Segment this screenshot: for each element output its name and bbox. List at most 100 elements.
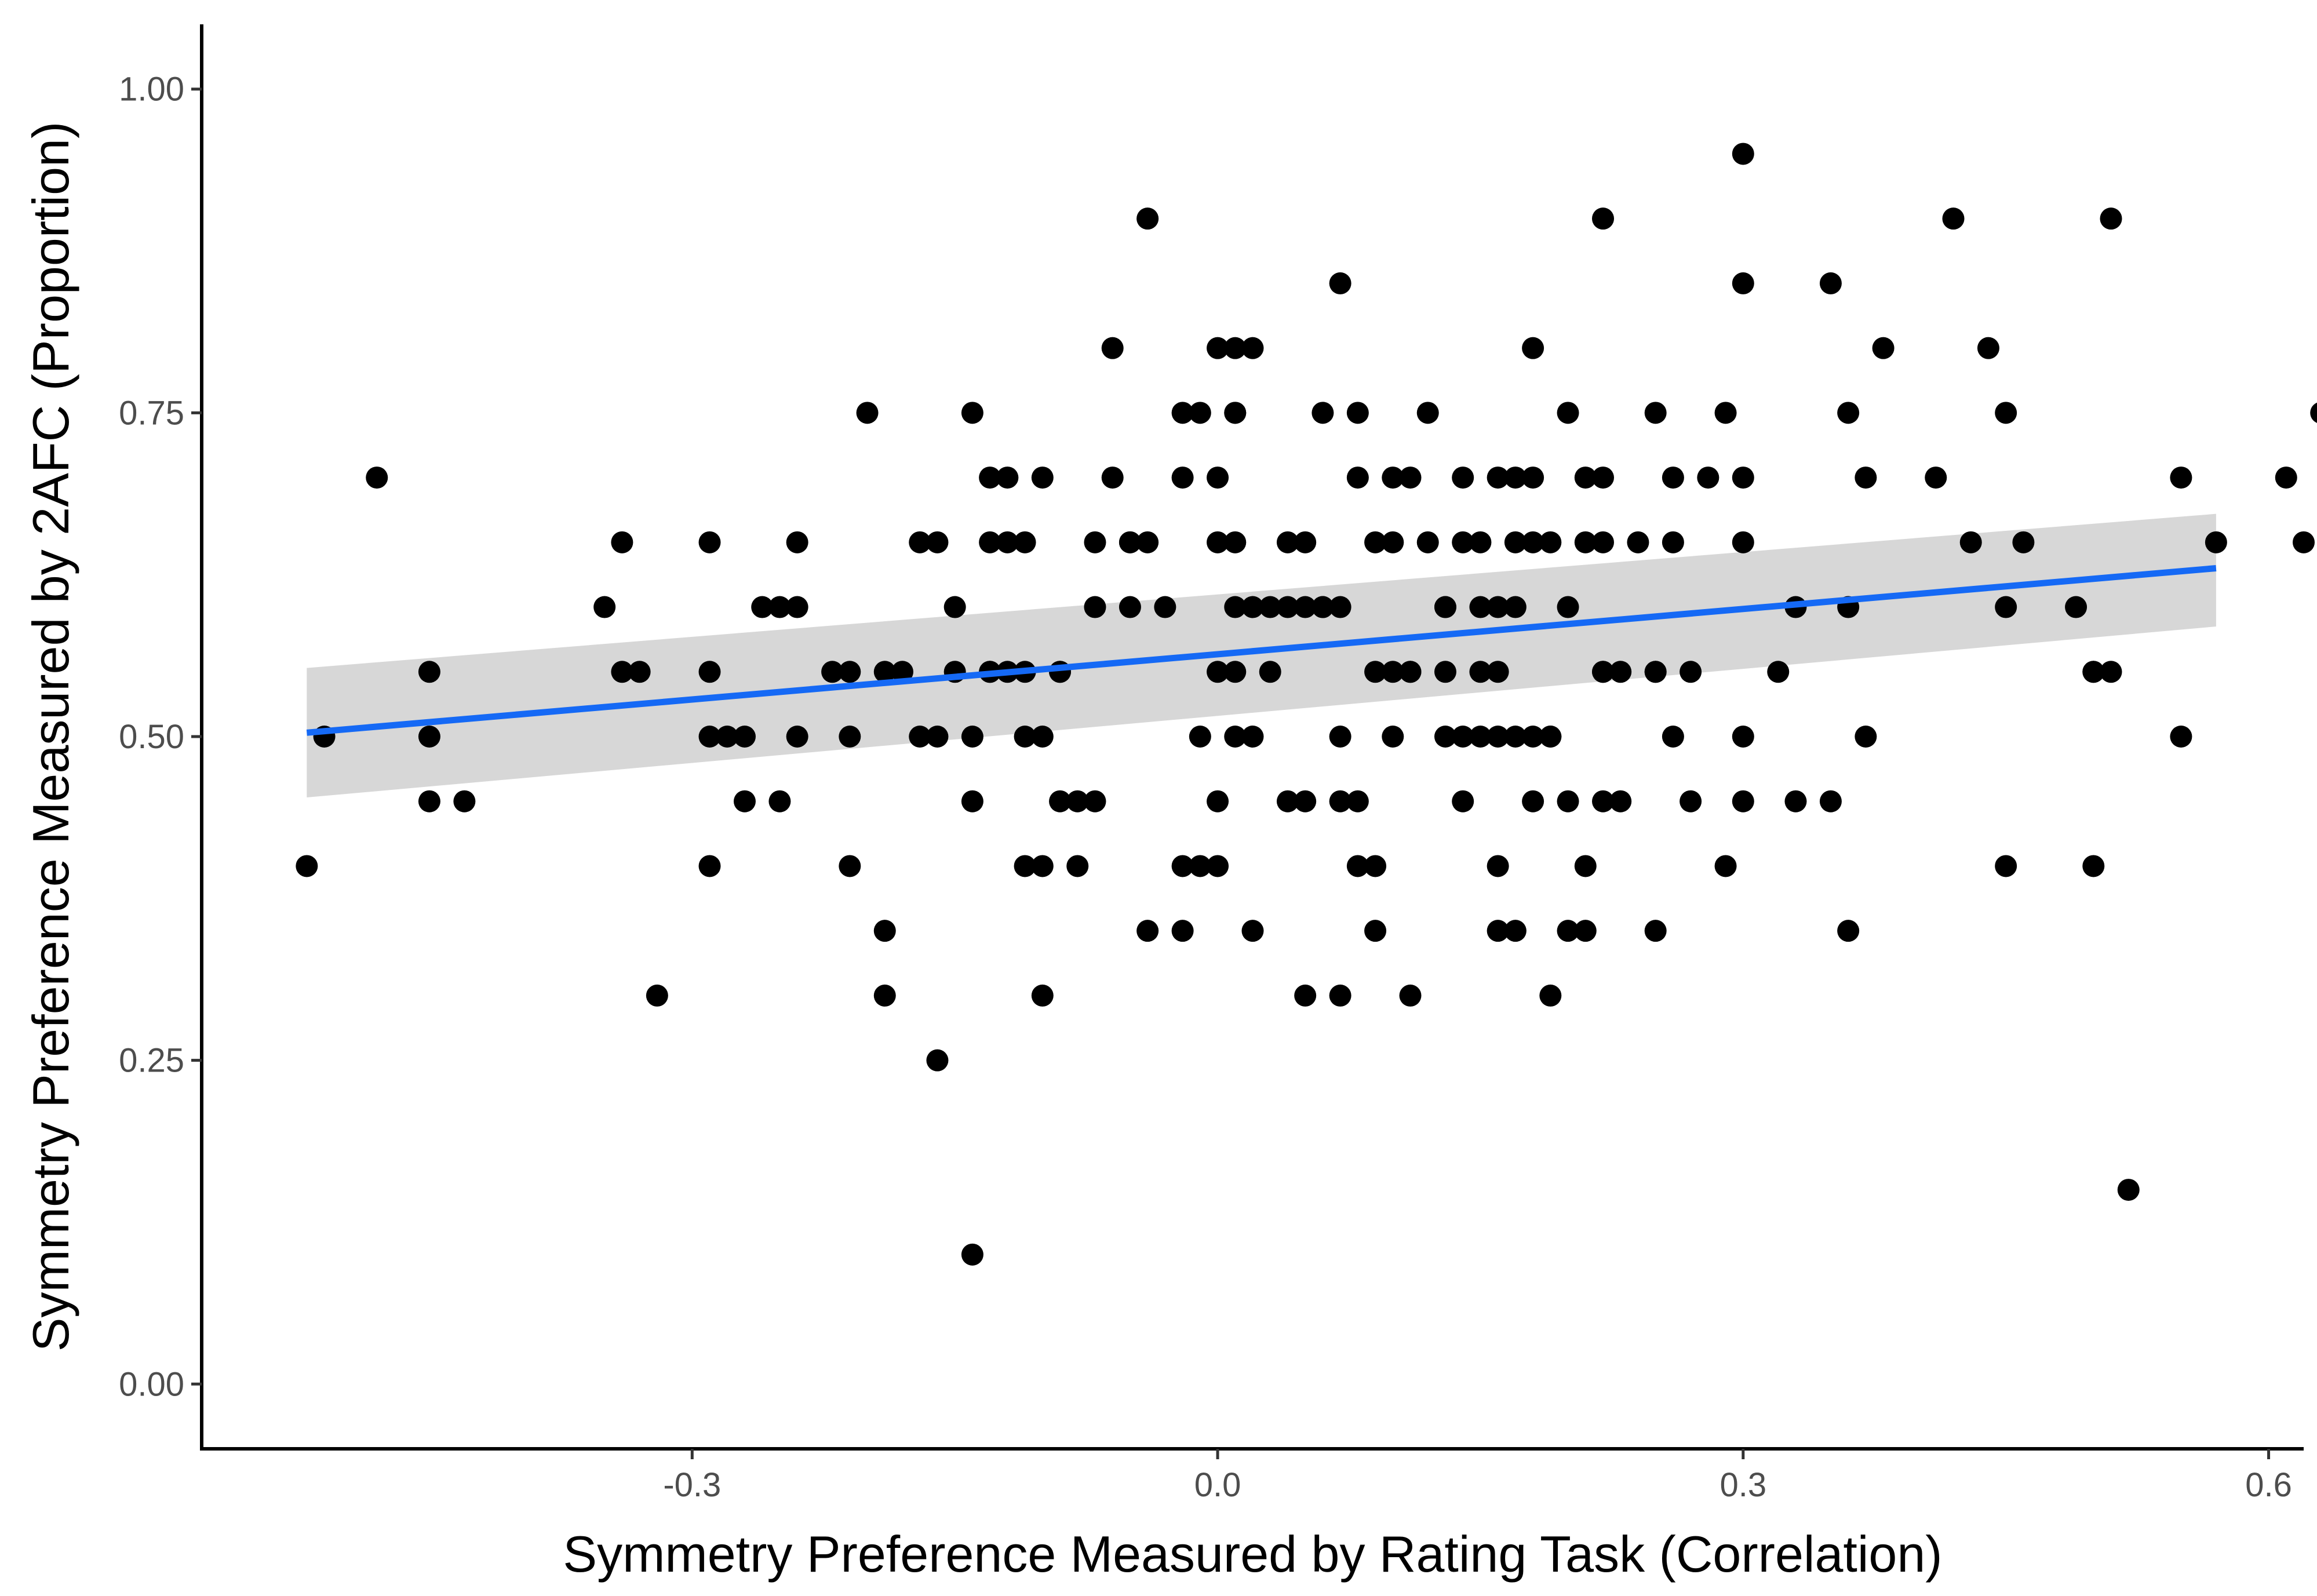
- data-point-18: [733, 790, 756, 812]
- data-point-83: [1189, 855, 1211, 877]
- data-point-15: [698, 855, 721, 877]
- data-point-8: [611, 531, 633, 553]
- x-tick-label: 0.6: [2245, 1466, 2292, 1504]
- data-point-98: [1241, 726, 1264, 748]
- data-point-26: [839, 726, 861, 748]
- data-point-91: [1224, 531, 1247, 553]
- data-point-189: [1662, 467, 1684, 489]
- data-point-48: [979, 531, 1001, 553]
- data-point-146: [1469, 596, 1492, 618]
- data-point-67: [1084, 531, 1106, 553]
- data-point-58: [1031, 984, 1054, 1007]
- data-point-161: [1522, 726, 1544, 748]
- data-point-69: [1101, 337, 1124, 359]
- data-point-141: [1452, 726, 1474, 748]
- data-point-99: [1241, 337, 1264, 359]
- points-layer: [296, 143, 2317, 1266]
- data-point-148: [1487, 467, 1509, 489]
- data-point-149: [1487, 726, 1509, 748]
- data-point-163: [1522, 337, 1544, 359]
- data-point-225: [2082, 855, 2105, 877]
- data-point-25: [821, 661, 844, 683]
- data-point-132: [1399, 661, 1422, 683]
- data-point-101: [1259, 661, 1281, 683]
- ticks: 0.00 0.25 0.50 0.75 1.00 -0.3 0.0 0.3 0.6: [119, 71, 2292, 1504]
- data-point-152: [1487, 855, 1509, 877]
- data-point-228: [2117, 1179, 2140, 1201]
- data-point-64: [1066, 790, 1089, 812]
- data-point-171: [1557, 920, 1579, 942]
- data-point-80: [1171, 920, 1194, 942]
- data-point-151: [1487, 661, 1509, 683]
- data-point-97: [1241, 596, 1264, 618]
- data-point-227: [2100, 661, 2122, 683]
- data-point-186: [1644, 402, 1667, 424]
- x-axis-title: Symmetry Preference Measured by Rating T…: [563, 1525, 1942, 1583]
- data-point-160: [1522, 790, 1544, 812]
- data-point-121: [1346, 855, 1369, 877]
- data-point-144: [1469, 726, 1492, 748]
- data-point-147: [1469, 531, 1492, 553]
- data-point-125: [1364, 855, 1387, 877]
- y-tick-label: 1.00: [119, 71, 184, 108]
- data-point-127: [1382, 726, 1404, 748]
- data-point-183: [1609, 790, 1632, 812]
- data-point-19: [751, 596, 774, 618]
- data-point-206: [1819, 272, 1842, 294]
- data-point-202: [1732, 272, 1754, 294]
- data-point-209: [1837, 920, 1860, 942]
- data-point-85: [1207, 467, 1229, 489]
- data-point-222: [2065, 596, 2088, 618]
- data-point-111: [1311, 402, 1334, 424]
- data-point-172: [1574, 467, 1597, 489]
- data-point-28: [839, 661, 861, 683]
- data-point-4: [418, 790, 440, 812]
- data-point-231: [2205, 531, 2227, 553]
- data-point-107: [1294, 596, 1317, 618]
- data-point-142: [1452, 531, 1474, 553]
- data-point-150: [1487, 596, 1509, 618]
- data-point-68: [1101, 467, 1124, 489]
- data-point-138: [1434, 661, 1456, 683]
- data-point-92: [1224, 661, 1247, 683]
- data-point-131: [1399, 467, 1422, 489]
- data-point-55: [1014, 855, 1036, 877]
- data-point-167: [1539, 726, 1562, 748]
- data-point-42: [961, 726, 983, 748]
- data-point-73: [1136, 531, 1159, 553]
- data-point-207: [1819, 790, 1842, 812]
- data-point-103: [1276, 531, 1299, 553]
- data-point-22: [786, 726, 808, 748]
- data-point-177: [1592, 531, 1614, 553]
- y-tick-label: 0.50: [119, 718, 184, 756]
- data-point-229: [2170, 467, 2192, 489]
- data-point-2: [366, 467, 388, 489]
- data-point-14: [698, 531, 721, 553]
- confidence-band-layer: [307, 513, 2216, 798]
- data-point-234: [2310, 402, 2317, 423]
- data-point-215: [1942, 207, 1965, 230]
- data-point-33: [891, 661, 913, 683]
- data-point-114: [1329, 272, 1351, 294]
- data-point-187: [1644, 920, 1667, 942]
- data-point-86: [1207, 531, 1229, 553]
- data-point-212: [1855, 467, 1877, 489]
- data-point-49: [996, 467, 1019, 489]
- y-axis-title: Symmetry Preference Measured by 2AFC (Pr…: [22, 122, 79, 1352]
- data-point-198: [1732, 467, 1754, 489]
- data-point-75: [1136, 920, 1159, 942]
- data-point-60: [1049, 790, 1072, 812]
- data-point-79: [1171, 855, 1194, 877]
- data-point-140: [1452, 467, 1474, 489]
- data-point-145: [1469, 661, 1492, 683]
- fit-line-layer: [306, 565, 2217, 736]
- data-point-154: [1504, 467, 1527, 489]
- data-point-173: [1574, 531, 1597, 553]
- data-point-65: [1084, 596, 1106, 618]
- data-point-13: [698, 661, 721, 683]
- data-point-20: [768, 596, 791, 618]
- data-point-50: [996, 531, 1019, 553]
- data-point-170: [1557, 790, 1579, 812]
- data-point-115: [1329, 596, 1351, 618]
- confidence-band: [307, 513, 2216, 798]
